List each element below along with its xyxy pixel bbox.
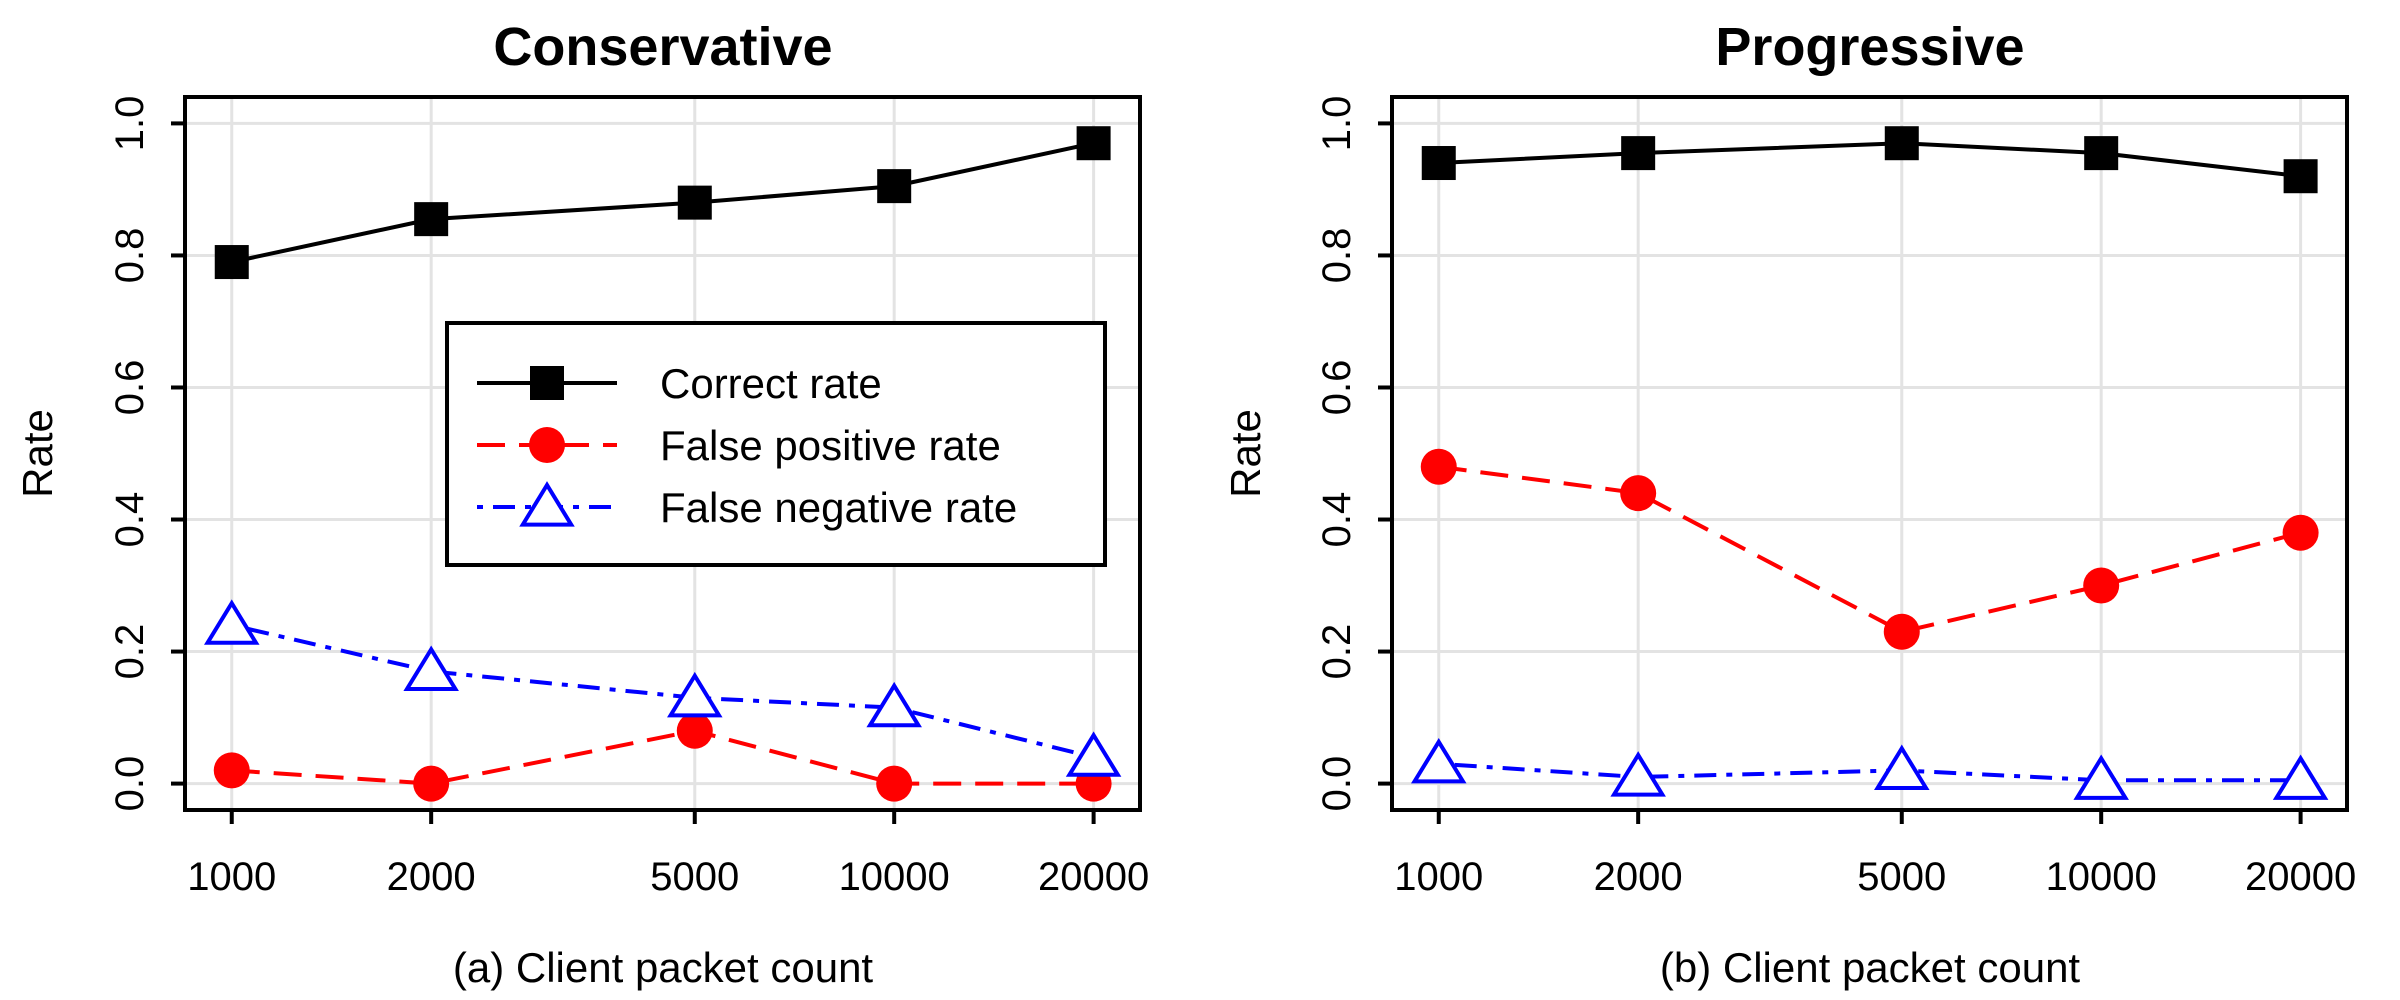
data-point <box>2073 754 2129 800</box>
series-line-false-negative-rate <box>1438 761 2301 783</box>
data-point <box>1076 126 1111 161</box>
series-line-false-positive-rate <box>1438 464 2302 634</box>
y-tick-label: 0.2 <box>108 624 152 680</box>
data-point <box>1620 475 1657 512</box>
x-tick-label: 2000 <box>387 855 476 899</box>
legend-label: False negative rate <box>660 484 1017 531</box>
legend-swatch-marker <box>529 427 565 463</box>
x-tick-label: 20000 <box>2245 855 2356 899</box>
data-point <box>866 681 922 728</box>
data-point <box>667 671 723 718</box>
y-tick-label: 1.0 <box>1315 96 1359 152</box>
y-tick-label: 0.4 <box>108 492 152 548</box>
y-tick-label: 0.6 <box>1315 360 1359 416</box>
chart-title: Conservative <box>493 17 832 77</box>
data-point <box>1420 448 1457 485</box>
legend-label: False positive rate <box>660 422 1001 469</box>
data-point <box>877 169 912 204</box>
y-tick-label: 0.0 <box>1315 756 1359 812</box>
x-tick-label: 2000 <box>1594 855 1683 899</box>
data-point <box>2084 136 2119 171</box>
panel-conservative: Conservative 0.0 0.2 0.4 0.6 0.8 1.0 1000 2000 50… <box>14 17 1149 991</box>
data-point <box>1410 737 1467 784</box>
y-tick-label: 0.2 <box>1315 624 1359 680</box>
plot-frame <box>1390 95 2349 812</box>
data-point <box>413 765 450 802</box>
y-tick-label: 1.0 <box>108 96 152 152</box>
series-line-false-positive-rate <box>231 728 1094 786</box>
x-axis-label: (b) Client packet count <box>1660 944 2081 991</box>
legend-swatch-marker <box>519 481 575 527</box>
data-point <box>403 645 459 691</box>
data-point <box>1610 751 1666 797</box>
data-point <box>1883 613 1920 650</box>
panel-progressive: Progressive 0.0 0.2 0.4 0.6 0.8 1.0 1000 2000 500… <box>1222 17 2356 991</box>
data-point <box>203 599 260 645</box>
legend-label: Correct rate <box>660 360 882 407</box>
x-tick-label: 1000 <box>1394 855 1483 899</box>
data-point <box>414 202 449 237</box>
data-point <box>676 712 713 749</box>
legend-swatch-marker <box>530 366 564 400</box>
y-tick-label: 0.0 <box>108 756 152 812</box>
plot-frame <box>183 95 1142 812</box>
x-tick-label: 10000 <box>839 855 950 899</box>
data-point <box>1621 136 1656 171</box>
x-tick-label: 5000 <box>650 855 739 899</box>
data-point <box>1421 146 1456 181</box>
x-axis-label: (a) Client packet count <box>453 944 874 991</box>
series-line-correct-rate <box>1438 141 2301 179</box>
x-tick-label: 20000 <box>1038 855 1149 899</box>
chart-title: Progressive <box>1715 17 2024 77</box>
data-point <box>677 185 712 220</box>
data-point <box>1065 731 1122 777</box>
data-point <box>1884 126 1919 161</box>
y-axis-label: Rate <box>1222 409 1269 498</box>
y-axis-label: Rate <box>14 409 61 498</box>
y-tick-label: 0.8 <box>108 228 152 284</box>
data-point <box>2272 754 2329 800</box>
data-point <box>876 765 913 802</box>
y-tick-label: 0.4 <box>1315 492 1359 548</box>
x-tick-label: 1000 <box>187 855 276 899</box>
y-tick-label: 0.8 <box>1315 228 1359 284</box>
x-tick-label: 5000 <box>1857 855 1946 899</box>
data-point <box>213 752 250 789</box>
data-point <box>2283 159 2318 194</box>
data-point <box>2282 514 2319 551</box>
data-point <box>214 245 249 280</box>
x-tick-label: 10000 <box>2046 855 2157 899</box>
series-line-correct-rate <box>231 141 1095 265</box>
data-point <box>2083 567 2120 604</box>
y-tick-label: 0.6 <box>108 360 152 416</box>
data-point <box>1874 744 1930 790</box>
legend: Correct rate False positive rate False neg… <box>445 321 1107 567</box>
